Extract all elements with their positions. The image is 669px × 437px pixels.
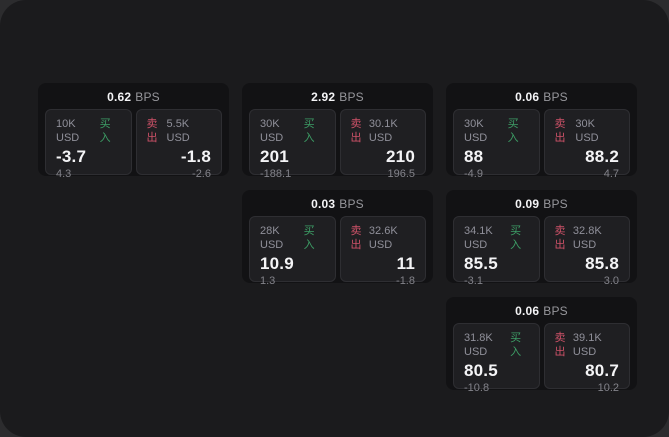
sell-tile[interactable]: 卖出 30.1K USD 210 196.5 [339, 109, 426, 180]
quotes-column-2: 2.92 BPS 30K USD 买入 201 -188.1 卖出 [242, 83, 433, 287]
buy-price: 201 [260, 147, 289, 166]
buy-change: -4.9 [464, 168, 483, 180]
sell-price: 11 [396, 254, 415, 273]
sell-price: -1.8 [180, 147, 211, 166]
buy-amount: 31.8K USD [464, 332, 493, 358]
quotes-grid: 0.62 BPS 10K USD 买入 -3.7 4.3 卖出 [38, 83, 637, 394]
sell-side-label: 卖出 [554, 332, 566, 358]
quote-card: 0.62 BPS 10K USD 买入 -3.7 4.3 卖出 [38, 83, 229, 180]
buy-tile[interactable]: 28K USD 买入 10.9 1.3 [249, 216, 336, 287]
quote-card: 0.09 BPS 34.1K USD 买入 85.5 -3.1 卖出 [446, 190, 637, 287]
buy-change: -188.1 [260, 168, 292, 180]
buy-price: 10.9 [260, 254, 294, 273]
sell-price: 80.7 [585, 361, 619, 380]
quote-card: 0.06 BPS 30K USD 买入 88 -4.9 卖出 [446, 83, 637, 180]
sell-amount: 39.1K USD [572, 332, 602, 358]
sell-tile[interactable]: 卖出 30K USD 88.2 4.7 [543, 109, 630, 180]
sell-side-label: 卖出 [350, 225, 362, 251]
buy-side-label: 买入 [510, 332, 522, 358]
sell-amount: 32.6K USD [368, 225, 398, 251]
bps-header: 0.62 BPS [45, 89, 222, 105]
bps-header: 2.92 BPS [249, 89, 426, 105]
sell-price: 85.8 [585, 254, 619, 273]
sell-change: -1.8 [396, 275, 415, 287]
bps-value: 0.06 [515, 90, 540, 104]
bps-unit: BPS [339, 90, 364, 104]
buy-price: 80.5 [464, 361, 498, 380]
buy-change: -10.8 [464, 382, 490, 394]
sell-change: 196.5 [387, 168, 415, 180]
buy-tile[interactable]: 10K USD 买入 -3.7 4.3 [45, 109, 132, 180]
buy-side-label: 买入 [303, 225, 315, 251]
sell-amount: 5.5K USD [166, 118, 190, 144]
bps-value: 0.06 [515, 304, 540, 318]
sell-tile[interactable]: 卖出 5.5K USD -1.8 -2.6 [135, 109, 222, 180]
buy-side-label: 买入 [99, 118, 111, 144]
bps-unit: BPS [543, 90, 568, 104]
buy-tile[interactable]: 30K USD 买入 88 -4.9 [453, 109, 540, 180]
bps-value: 0.03 [311, 197, 336, 211]
sell-side-label: 卖出 [146, 118, 158, 144]
bps-unit: BPS [339, 197, 364, 211]
bps-unit: BPS [543, 197, 568, 211]
sell-price: 88.2 [585, 147, 619, 166]
sell-tile[interactable]: 卖出 39.1K USD 80.7 10.2 [543, 323, 630, 394]
bps-value: 2.92 [311, 90, 336, 104]
buy-amount: 30K USD [464, 118, 488, 144]
sell-price: 210 [386, 147, 415, 166]
bps-value: 0.09 [515, 197, 540, 211]
buy-tile[interactable]: 30K USD 买入 201 -188.1 [249, 109, 336, 180]
bps-unit: BPS [543, 304, 568, 318]
buy-side-label: 买入 [303, 118, 315, 144]
sell-amount: 32.8K USD [572, 225, 602, 251]
sell-amount: 30.1K USD [368, 118, 398, 144]
bps-unit: BPS [135, 90, 160, 104]
sell-amount: 30K USD [575, 118, 599, 144]
sell-change: -2.6 [192, 168, 211, 180]
buy-amount: 10K USD [56, 118, 80, 144]
sell-tile[interactable]: 卖出 32.8K USD 85.8 3.0 [543, 216, 630, 287]
quote-card-body: 10K USD 买入 -3.7 4.3 卖出 5.5K USD -1.8 -2.… [45, 109, 222, 180]
quote-card-body: 30K USD 买入 201 -188.1 卖出 30.1K USD 210 1… [249, 109, 426, 180]
sell-side-label: 卖出 [554, 118, 566, 144]
buy-side-label: 买入 [510, 225, 522, 251]
buy-price: -3.7 [56, 147, 87, 166]
quote-card-body: 31.8K USD 买入 80.5 -10.8 卖出 39.1K USD 80.… [453, 323, 630, 394]
quote-card: 0.03 BPS 28K USD 买入 10.9 1.3 卖出 [242, 190, 433, 287]
buy-price: 88 [464, 147, 484, 166]
buy-amount: 28K USD [260, 225, 284, 251]
sell-change: 4.7 [603, 168, 619, 180]
bps-header: 0.06 BPS [453, 89, 630, 105]
quote-card: 2.92 BPS 30K USD 买入 201 -188.1 卖出 [242, 83, 433, 180]
buy-price: 85.5 [464, 254, 498, 273]
quote-card-body: 30K USD 买入 88 -4.9 卖出 30K USD 88.2 4.7 [453, 109, 630, 180]
sell-side-label: 卖出 [554, 225, 566, 251]
buy-tile[interactable]: 31.8K USD 买入 80.5 -10.8 [453, 323, 540, 394]
quotes-column-3: 0.06 BPS 30K USD 买入 88 -4.9 卖出 [446, 83, 637, 394]
buy-amount: 30K USD [260, 118, 284, 144]
sell-change: 3.0 [603, 275, 619, 287]
buy-side-label: 买入 [507, 118, 519, 144]
quotes-column-1: 0.62 BPS 10K USD 买入 -3.7 4.3 卖出 [38, 83, 229, 180]
quote-card: 0.06 BPS 31.8K USD 买入 80.5 -10.8 卖出 [446, 297, 637, 394]
buy-change: 4.3 [56, 168, 72, 180]
sell-change: 10.2 [597, 382, 619, 394]
quote-card-body: 28K USD 买入 10.9 1.3 卖出 32.6K USD 11 -1.8 [249, 216, 426, 287]
buy-tile[interactable]: 34.1K USD 买入 85.5 -3.1 [453, 216, 540, 287]
sell-tile[interactable]: 卖出 32.6K USD 11 -1.8 [339, 216, 426, 287]
sell-side-label: 卖出 [350, 118, 362, 144]
bps-value: 0.62 [107, 90, 132, 104]
quote-card-body: 34.1K USD 买入 85.5 -3.1 卖出 32.8K USD 85.8… [453, 216, 630, 287]
buy-change: 1.3 [260, 275, 276, 287]
buy-amount: 34.1K USD [464, 225, 493, 251]
buy-change: -3.1 [464, 275, 483, 287]
bps-header: 0.06 BPS [453, 303, 630, 319]
bps-header: 0.09 BPS [453, 196, 630, 212]
bps-header: 0.03 BPS [249, 196, 426, 212]
